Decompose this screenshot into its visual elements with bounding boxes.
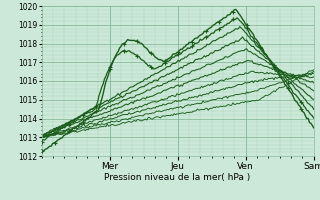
X-axis label: Pression niveau de la mer( hPa ): Pression niveau de la mer( hPa ) <box>104 173 251 182</box>
